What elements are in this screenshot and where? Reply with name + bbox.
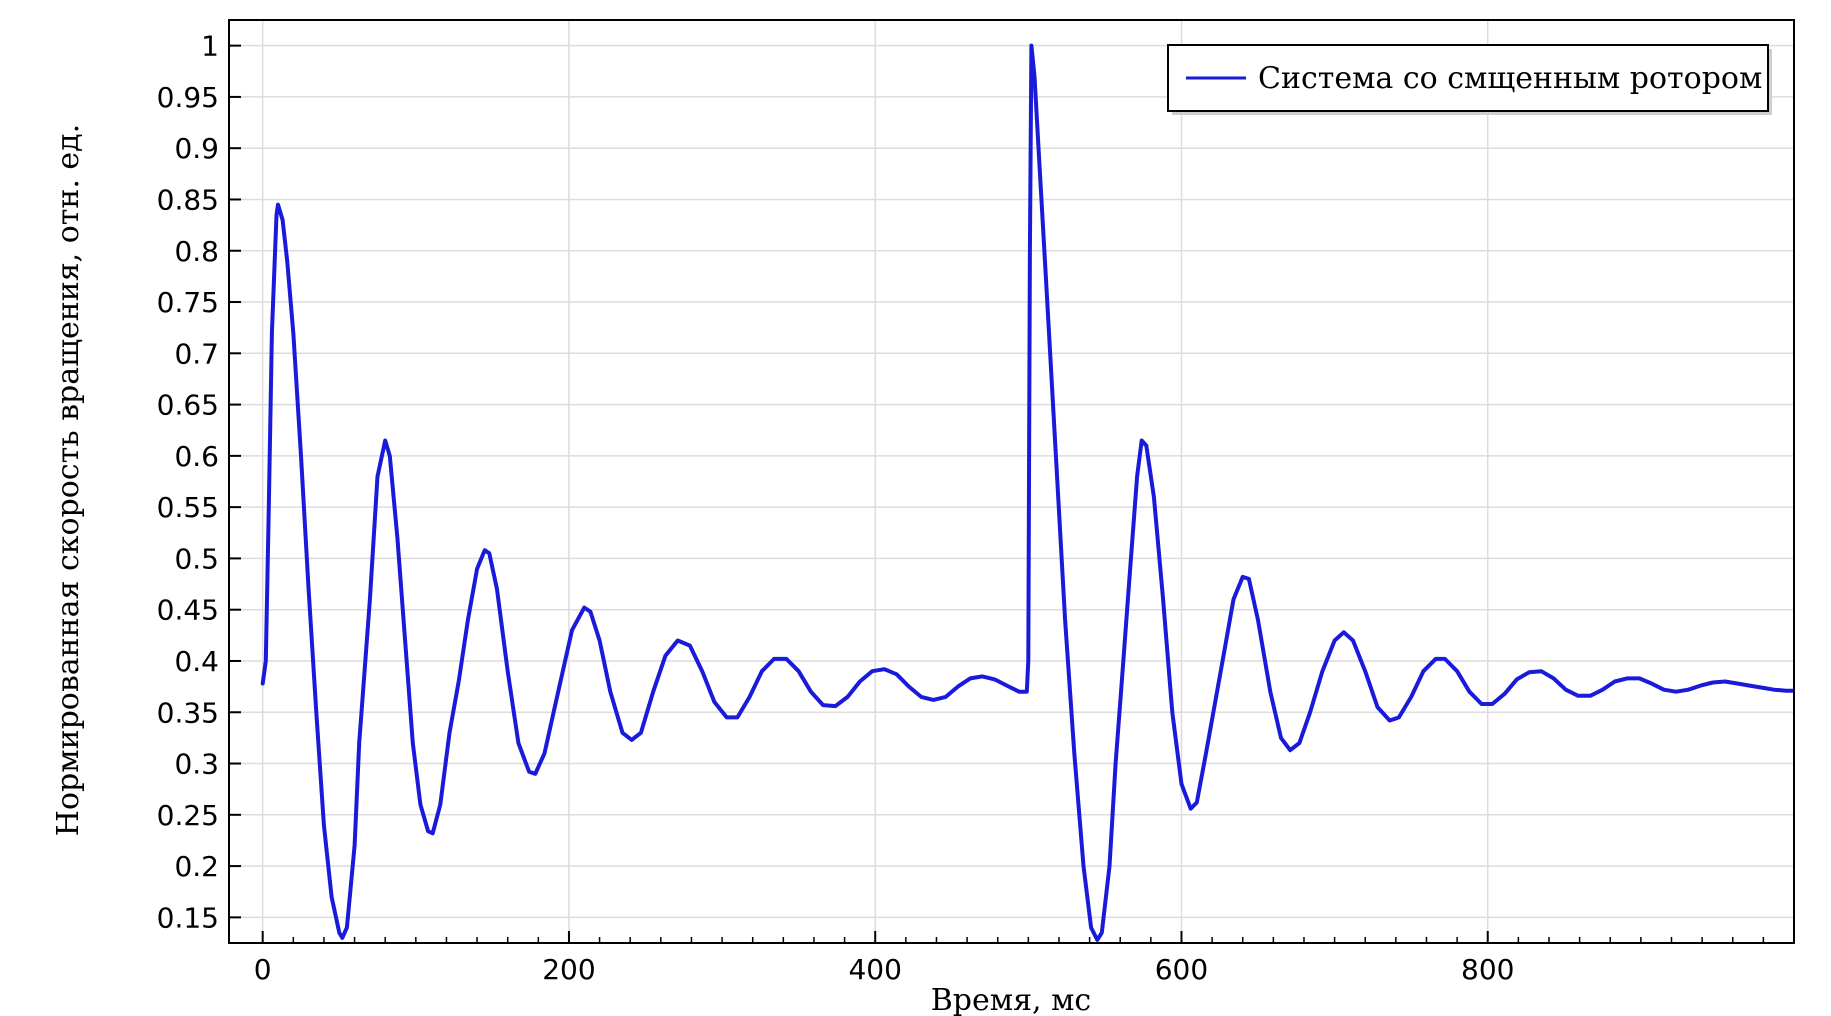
x-tick-label: 200 (542, 953, 595, 986)
y-tick-label: 0.2 (174, 850, 219, 883)
y-tick-label: 0.35 (157, 696, 219, 729)
y-tick-label: 0.45 (157, 594, 219, 627)
y-tick-label: 0.7 (174, 337, 219, 370)
y-tick-label: 0.95 (157, 81, 219, 114)
y-axis-ticks: 0.15 0.2 0.25 0.3 0.35 0.4 0.45 0.5 0.55 0.6 0.65 0… (157, 30, 241, 934)
y-tick-label: 0.5 (174, 542, 219, 575)
x-tick-label: 400 (848, 953, 901, 986)
series-line (260, 43, 1795, 942)
y-tick-label: 0.25 (157, 799, 219, 832)
y-tick-label: 0.9 (174, 132, 219, 165)
legend: Система со смщенным ротором (1167, 44, 1772, 115)
series-layer (260, 43, 1795, 942)
x-axis-title: Время, мс (931, 983, 1091, 1016)
y-axis-title: Нормированная скорость вращения, отн. ед… (51, 124, 86, 836)
y-tick-label: 0.4 (174, 645, 219, 678)
y-tick-label: 0.75 (157, 286, 219, 319)
y-tick-label: 0.6 (174, 440, 219, 473)
y-tick-label: 0.65 (157, 389, 219, 422)
legend-label: Система со смщенным ротором (1258, 61, 1762, 96)
legend-box (1167, 44, 1769, 112)
x-axis-ticks: 0 200 400 600 800 (254, 931, 1765, 986)
plot-frame (228, 19, 1795, 944)
x-tick-label: 0 (254, 953, 272, 986)
plot-background (229, 20, 1794, 943)
y-tick-label: 1 (201, 30, 219, 63)
y-tick-label: 0.85 (157, 183, 219, 216)
x-tick-label: 600 (1155, 953, 1208, 986)
y-tick-label: 0.3 (174, 748, 219, 781)
y-tick-label: 0.55 (157, 491, 219, 524)
y-tick-label: 0.8 (174, 235, 219, 268)
y-tick-label: 0.15 (157, 901, 219, 934)
x-tick-label: 800 (1461, 953, 1514, 986)
